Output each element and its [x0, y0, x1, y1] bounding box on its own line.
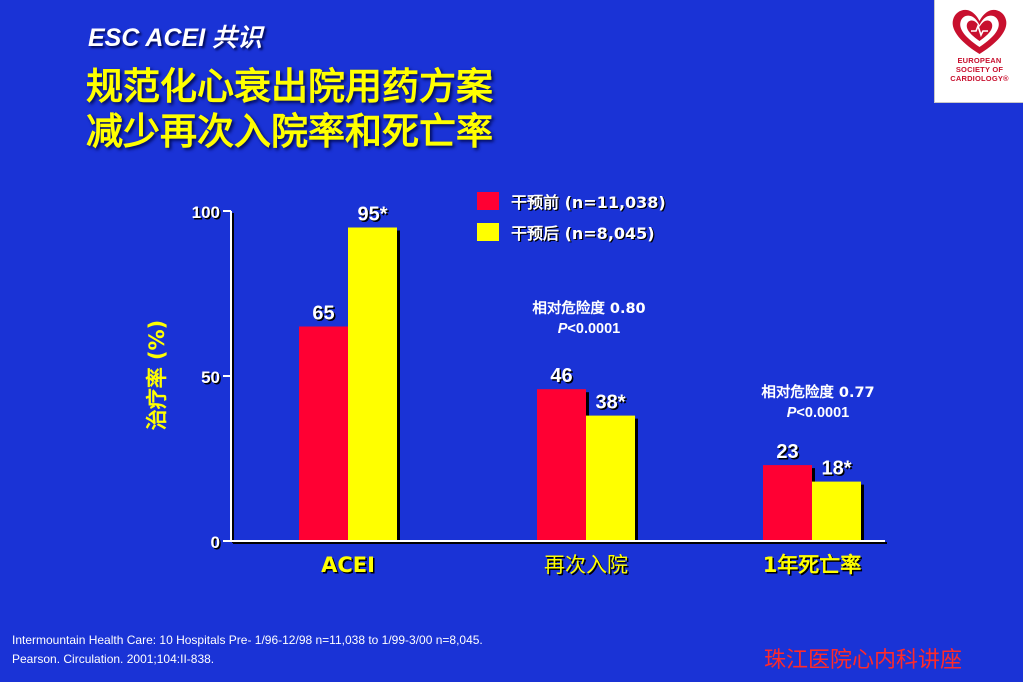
bar-value-label-shadow: 46 [552, 367, 574, 389]
x-tick-label-shadow: ACEI [323, 555, 377, 579]
legend-label-shadow: 干预后 (n=8,045) [512, 225, 656, 244]
bar-value-label: 95* [357, 204, 387, 226]
bar-after-2 [812, 481, 861, 541]
x-tick-label: ACEI [321, 553, 375, 577]
bar-value-label-shadow: 95* [359, 205, 389, 227]
chart-legend: 干预前 (n=11,038)干预前 (n=11,038)干预后 (n=8,045… [477, 192, 667, 244]
bar-value-label-shadow: 65 [314, 304, 336, 326]
citation-footnote: Intermountain Health Care: 10 Hospitals … [12, 631, 483, 669]
slide-title-line-2: 减少再次入院率和死亡率 [86, 110, 493, 153]
bar-before-1 [537, 389, 586, 541]
y-tick-label-shadow: 100 [193, 205, 221, 224]
bar-value-label-shadow: 23 [778, 443, 800, 465]
citation-line-1: Intermountain Health Care: 10 Hospitals … [12, 633, 483, 647]
bar-value-label-shadow: 18* [823, 459, 853, 481]
chart-bars [299, 227, 864, 544]
x-tick-label-shadow: 1年死亡率 [764, 555, 863, 579]
legend-label-shadow: 干预前 (n=11,038) [512, 194, 667, 213]
logo-text-line-2: SOCIETY OF [955, 65, 1004, 74]
citation-line-2: Pearson. Circulation. 2001;104:II-838. [12, 652, 215, 666]
bar-value-label: 23 [776, 441, 798, 463]
logo-text-line-3: CARDIOLOGY® [950, 74, 1009, 83]
y-tick-label: 50 [201, 368, 220, 387]
bar-before-2 [763, 465, 812, 541]
bar-after-1 [586, 415, 635, 541]
y-tick-label: 0 [211, 533, 220, 552]
x-tick-label: 再次入院 [544, 553, 628, 577]
relative-risk-label: 相对危险度 0.80 [532, 299, 645, 317]
esc-logo: EUROPEAN SOCIETY OF CARDIOLOGY® [934, 0, 1023, 103]
slide-subtitle: ESC ACEI 共识 [88, 24, 263, 52]
bar-before-0 [299, 326, 348, 541]
relative-risk-label: 相对危险度 0.77 [761, 383, 874, 401]
y-axis-label: 治疗率 (%) [145, 320, 169, 431]
bar-value-label: 18* [821, 458, 851, 480]
bar-value-label: 65 [312, 303, 334, 325]
y-tick-label: 100 [192, 203, 220, 222]
bar-value-label: 38* [595, 392, 625, 414]
legend-swatch-1 [477, 223, 499, 241]
x-tick-label-shadow: 再次入院 [546, 555, 630, 579]
x-tick-label: 1年死亡率 [763, 553, 862, 577]
heart-icon [952, 9, 1007, 54]
slide-title-line-1: 规范化心衰出院用药方案 [86, 65, 493, 108]
legend-swatch-0 [477, 192, 499, 210]
y-tick-label-shadow: 0 [212, 535, 221, 554]
logo-text-line-1: EUROPEAN [957, 56, 1002, 65]
y-tick-label-shadow: 50 [203, 370, 222, 389]
legend-label-0: 干预前 (n=11,038) [511, 193, 666, 212]
chart-annotations: 相对危险度 0.80 P<0.0001 相对危险度 0.77 P<0.0001 [532, 299, 874, 421]
bar-value-label: 46 [550, 365, 572, 387]
p-value-label: P<0.0001 [558, 321, 621, 337]
legend-label-1: 干预后 (n=8,045) [511, 224, 655, 243]
p-value-label: P<0.0001 [787, 405, 850, 421]
logo-text: EUROPEAN SOCIETY OF CARDIOLOGY® [935, 56, 1023, 83]
bar-after-0 [348, 227, 397, 541]
lecture-label: 珠江医院心内科讲座 [764, 648, 963, 673]
bar-value-label-shadow: 38* [597, 393, 627, 415]
